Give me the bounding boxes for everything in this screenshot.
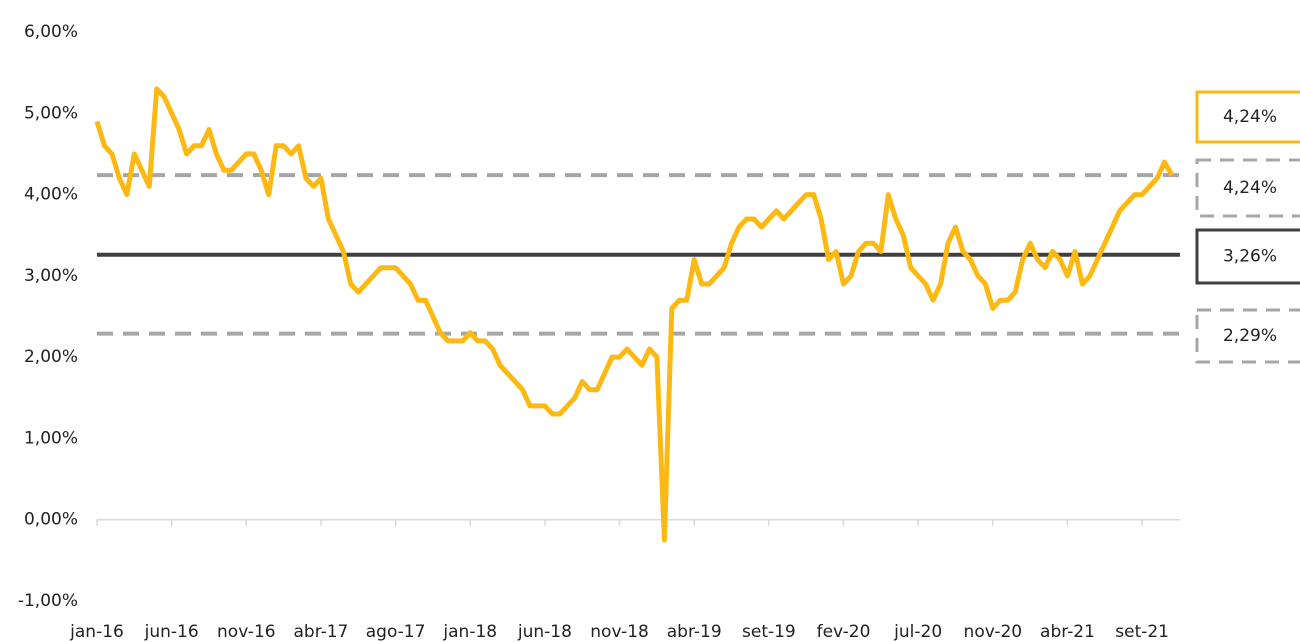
y-tick-label: 5,00% bbox=[24, 103, 78, 123]
x-tick-label: abr-21 bbox=[1040, 622, 1095, 642]
x-tick-label: jun-16 bbox=[144, 622, 199, 642]
x-tick-label: set-19 bbox=[742, 622, 796, 642]
value-box bbox=[1195, 228, 1300, 285]
x-tick-label: abr-19 bbox=[667, 622, 722, 642]
x-tick-label: jan-16 bbox=[69, 622, 124, 642]
y-tick-label: 2,00% bbox=[24, 347, 78, 367]
x-tick-label: jun-18 bbox=[517, 622, 572, 642]
value-box bbox=[1195, 90, 1300, 144]
y-tick-label: -1,00% bbox=[18, 591, 78, 611]
line-series bbox=[94, 86, 1175, 543]
y-tick-label: 0,00% bbox=[24, 510, 78, 530]
x-tick-label: nov-20 bbox=[964, 622, 1023, 642]
x-tick-label: jul-20 bbox=[893, 622, 942, 642]
y-tick-label: 1,00% bbox=[24, 428, 78, 448]
value-box bbox=[1195, 308, 1300, 364]
y-tick-label: 4,00% bbox=[24, 185, 78, 205]
value-box-label: 4,24% bbox=[1223, 178, 1277, 198]
x-tick-label: abr-17 bbox=[294, 622, 349, 642]
value-box bbox=[1195, 158, 1300, 218]
value-box-label: 4,24% bbox=[1223, 107, 1277, 127]
x-tick-label: nov-16 bbox=[217, 622, 276, 642]
x-tick-label: nov-18 bbox=[590, 622, 649, 642]
y-tick-label: 6,00% bbox=[24, 22, 78, 42]
y-tick-label: 3,00% bbox=[24, 266, 78, 286]
value-box-label: 3,26% bbox=[1223, 247, 1277, 267]
x-tick-label: jan-18 bbox=[442, 622, 497, 642]
value-box-label: 2,29% bbox=[1223, 326, 1277, 346]
x-tick-label: fev-20 bbox=[817, 622, 871, 642]
x-tick-label: set-21 bbox=[1115, 622, 1169, 642]
x-tick-label: ago-17 bbox=[366, 622, 426, 642]
